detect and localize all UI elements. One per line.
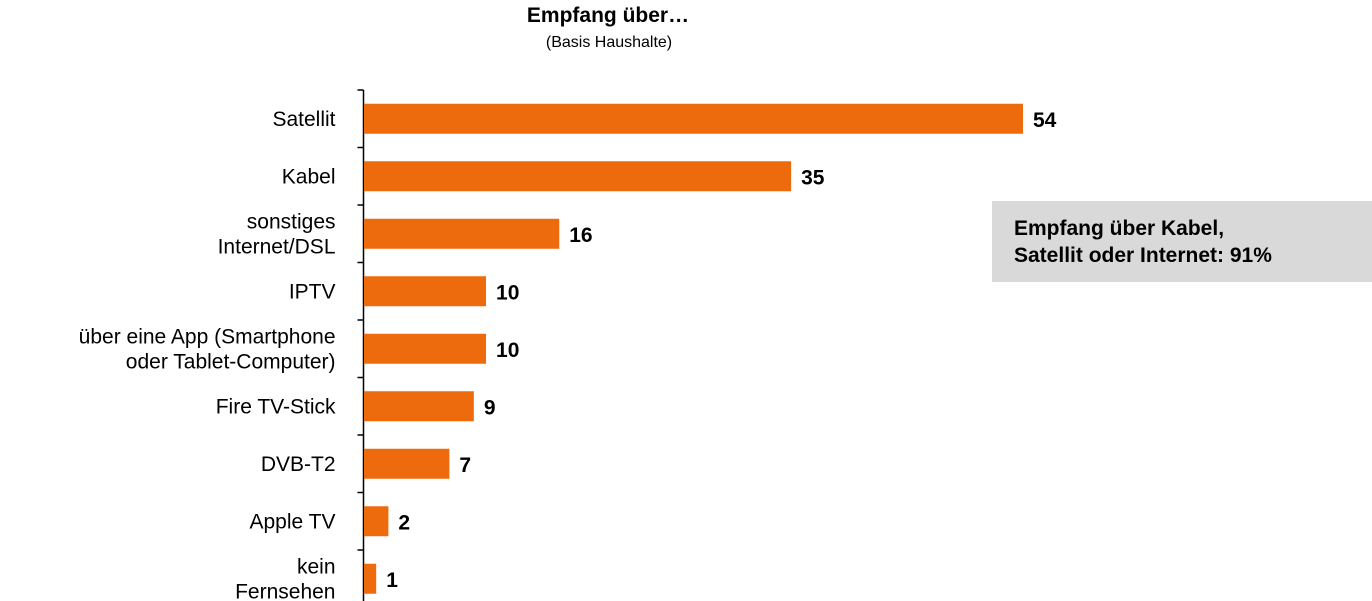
category-label-0: Satellit [272,108,335,131]
bar-4 [364,333,487,364]
callout-line-1: Empfang über Kabel, [1014,217,1225,240]
category-label-line: Fire TV-Stick [216,395,336,418]
category-label-6: DVB-T2 [261,453,336,476]
chart-subtitle: (Basis Haushalte) [545,34,673,51]
category-label-8: kein Fernsehen [235,555,335,601]
category-label-line: sonstiges [247,210,336,233]
bar-1 [364,161,792,192]
chart-title: Empfang über… [526,4,690,27]
category-label-line: kein [297,555,336,578]
bar-5 [364,391,474,422]
bar-0 [364,103,1023,134]
category-label-line: Internet/DSL [218,235,336,258]
bar-8 [364,563,377,594]
data-label-5: 9 [484,396,496,419]
summary-callout: Empfang über Kabel, Satellit oder Intern… [992,201,1372,282]
category-label-4: über eine App (Smartphone oder Tablet-Com… [79,325,336,373]
data-label-2: 16 [569,224,592,247]
category-label-1: Kabel [282,165,336,188]
category-label-line: oder Tablet-Computer) [126,350,336,373]
category-label-line: über eine App (Smartphone [79,325,336,348]
category-label-line: Fernsehen [235,580,335,601]
bar-6 [364,448,450,479]
category-label-line: DVB-T2 [261,453,336,476]
data-label-4: 10 [496,339,519,362]
category-label-5: Fire TV-Stick [216,395,336,418]
data-label-7: 2 [398,511,410,534]
bar-7 [364,506,389,537]
category-label-7: Apple TV [250,510,336,533]
data-label-3: 10 [496,281,519,304]
category-label-line: Kabel [282,165,336,188]
data-label-1: 35 [801,166,825,189]
category-label-3: IPTV [289,280,336,303]
bar-2 [364,218,560,249]
bar-3 [364,276,487,307]
category-label-line: Satellit [272,108,335,131]
category-label-line: IPTV [289,280,336,303]
data-label-8: 1 [386,569,398,592]
category-label-2: sonstiges Internet/DSL [218,210,336,258]
callout-line-2: Satellit oder Internet: 91% [1014,244,1272,267]
data-label-0: 54 [1033,109,1057,132]
data-label-6: 7 [459,454,471,477]
category-label-line: Apple TV [250,510,336,533]
